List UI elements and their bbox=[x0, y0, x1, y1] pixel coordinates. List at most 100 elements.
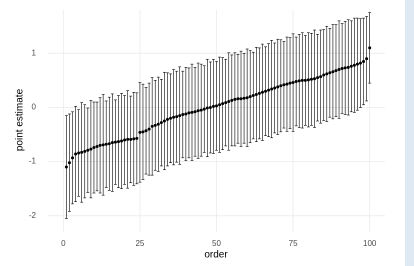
point bbox=[221, 102, 225, 106]
point bbox=[178, 114, 182, 118]
point bbox=[77, 151, 81, 155]
point bbox=[129, 137, 133, 141]
point bbox=[86, 148, 90, 152]
point bbox=[328, 71, 332, 75]
point bbox=[184, 112, 188, 116]
point bbox=[279, 84, 283, 88]
y-tick-label: 1 bbox=[32, 48, 37, 57]
point bbox=[273, 86, 277, 90]
point bbox=[165, 117, 169, 121]
point bbox=[208, 105, 212, 109]
x-tick-label: 25 bbox=[135, 239, 144, 248]
point bbox=[362, 59, 366, 63]
point bbox=[153, 123, 157, 127]
point bbox=[138, 130, 142, 134]
point bbox=[322, 73, 326, 77]
point bbox=[270, 87, 274, 91]
point bbox=[368, 46, 372, 50]
point bbox=[248, 95, 252, 99]
point bbox=[294, 79, 298, 83]
point bbox=[346, 65, 350, 69]
point bbox=[365, 57, 369, 61]
point bbox=[92, 146, 96, 150]
point bbox=[147, 127, 151, 131]
point bbox=[162, 119, 166, 123]
point bbox=[172, 115, 176, 119]
point bbox=[236, 97, 240, 101]
point bbox=[211, 104, 215, 108]
point bbox=[316, 76, 320, 80]
point bbox=[83, 149, 87, 153]
point bbox=[352, 63, 356, 67]
point bbox=[113, 140, 117, 144]
point bbox=[230, 98, 234, 102]
point bbox=[123, 138, 127, 142]
point bbox=[343, 66, 347, 70]
point bbox=[340, 66, 344, 70]
point bbox=[285, 82, 289, 86]
point bbox=[126, 137, 130, 141]
y-tick-label: -2 bbox=[29, 211, 37, 220]
point bbox=[132, 137, 136, 141]
point bbox=[135, 136, 139, 140]
point bbox=[355, 62, 359, 66]
point bbox=[144, 129, 148, 133]
point bbox=[89, 147, 93, 151]
point bbox=[74, 152, 78, 156]
point bbox=[337, 68, 341, 72]
x-tick-label: 100 bbox=[363, 239, 377, 248]
point bbox=[215, 104, 218, 108]
point bbox=[331, 70, 335, 74]
point bbox=[193, 110, 197, 114]
point bbox=[291, 81, 295, 85]
point bbox=[110, 141, 114, 145]
point bbox=[282, 83, 286, 87]
point bbox=[199, 108, 203, 112]
point bbox=[71, 156, 75, 160]
point bbox=[64, 165, 68, 169]
point bbox=[98, 143, 102, 147]
y-tick-label: 0 bbox=[32, 103, 37, 112]
point bbox=[288, 81, 292, 85]
point bbox=[116, 140, 120, 144]
x-axis-title: order bbox=[204, 250, 228, 261]
point bbox=[297, 79, 301, 83]
point bbox=[104, 142, 108, 146]
point bbox=[141, 130, 145, 134]
point bbox=[101, 143, 105, 147]
point bbox=[233, 97, 237, 101]
point bbox=[264, 89, 268, 93]
point bbox=[325, 72, 329, 76]
point bbox=[358, 61, 362, 65]
x-tick-label: 0 bbox=[61, 239, 66, 248]
point bbox=[80, 150, 84, 154]
point bbox=[187, 111, 191, 115]
point bbox=[227, 100, 231, 104]
point bbox=[309, 77, 313, 81]
point bbox=[150, 124, 154, 128]
point bbox=[202, 107, 206, 111]
point bbox=[159, 121, 163, 125]
point bbox=[196, 109, 200, 113]
point bbox=[319, 75, 323, 79]
x-tick-label: 50 bbox=[212, 239, 221, 248]
point bbox=[245, 96, 249, 100]
point bbox=[334, 69, 338, 73]
point bbox=[175, 115, 179, 119]
point bbox=[95, 144, 99, 148]
point bbox=[276, 85, 280, 89]
point bbox=[169, 116, 173, 120]
point bbox=[254, 92, 258, 96]
point bbox=[349, 64, 353, 68]
side-band bbox=[405, 0, 414, 266]
y-axis-title: point estimate bbox=[15, 88, 26, 151]
point bbox=[156, 122, 160, 126]
point bbox=[120, 139, 124, 143]
x-tick-label: 75 bbox=[289, 239, 298, 248]
point bbox=[107, 142, 111, 146]
point bbox=[260, 90, 264, 94]
point bbox=[218, 103, 222, 107]
point bbox=[242, 96, 246, 100]
